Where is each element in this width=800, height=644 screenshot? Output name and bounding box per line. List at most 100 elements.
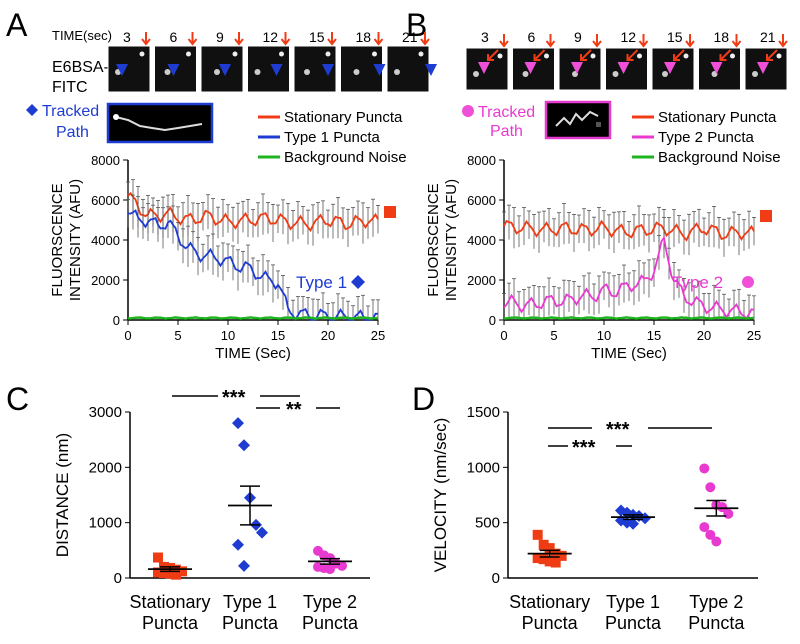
chart-a: 0 2000 4000 6000 8000 0 5 10 15 20 25 TIME (Sec) FLU…	[49, 153, 385, 362]
x-tick-label: 10	[597, 328, 611, 343]
tracked-label-a-line2: Path	[56, 124, 89, 141]
red-arrow-icon	[592, 34, 602, 48]
y-axis-label-line2: INTENSITY (AFU)	[67, 179, 84, 301]
row-label-line2: FITC	[52, 79, 88, 96]
panel-letter-b: B	[406, 7, 427, 43]
x-axis-label: TIME (Sec)	[215, 345, 291, 362]
y-tick-label: 1000	[467, 459, 500, 476]
data-point	[165, 568, 175, 579]
x-tick-label: 25	[371, 328, 385, 343]
type2-annotation: Type 2	[672, 273, 723, 292]
b-time-label: 21	[760, 29, 776, 45]
sig-label-c-left: ***	[222, 387, 246, 409]
y-axis-label: VELOCITY (nm/sec)	[431, 418, 450, 573]
red-arrow-icon	[766, 49, 778, 61]
red-arrow-icon	[280, 32, 291, 46]
a-puncta-spot	[186, 51, 191, 57]
type1-diamond-icon	[351, 275, 365, 289]
category-label: Puncta	[605, 613, 662, 633]
legend-label: Type 1 Puncta	[284, 129, 381, 146]
y-tick-label: 2000	[91, 273, 120, 288]
y-tick-label: 8000	[91, 153, 120, 168]
data-point	[705, 529, 716, 540]
y-tick-label: 1500	[467, 404, 500, 421]
y-tick-label: 0	[113, 313, 120, 328]
blue-triangle-icon	[167, 64, 180, 76]
data-point	[627, 517, 639, 530]
magenta-triangle-icon	[710, 62, 723, 74]
data-point	[538, 554, 549, 565]
x-tick-label: 5	[550, 328, 557, 343]
data-point	[171, 569, 181, 580]
magenta-triangle-icon	[757, 62, 769, 74]
red-arrow-icon	[685, 34, 695, 48]
data-point	[159, 568, 169, 579]
blue-triangle-icon	[425, 64, 437, 76]
a-time-label: 15	[309, 29, 325, 45]
type2-circle-icon	[742, 276, 754, 288]
blue-diamond-icon	[26, 104, 38, 116]
b-time-label: 12	[621, 29, 637, 45]
y-tick-label: 6000	[467, 193, 496, 208]
data-point	[544, 543, 555, 554]
sig-bracket-c-right: **	[256, 399, 340, 421]
red-arrow-icon	[420, 32, 430, 46]
category-label: Puncta	[688, 613, 745, 633]
data-point	[337, 560, 347, 571]
b-time-label: 15	[667, 29, 683, 45]
category-label: Puncta	[522, 613, 579, 633]
data-point	[238, 439, 250, 452]
a-time-label: 9	[216, 29, 224, 45]
sig-label-c-right: **	[286, 399, 302, 421]
x-tick-label: 15	[271, 328, 285, 343]
tracked-label-b-line2: Path	[490, 123, 523, 140]
b-puncta-spot	[612, 71, 619, 77]
data-point	[550, 557, 561, 568]
y-tick-label: 0	[114, 570, 122, 587]
category-label: Type 2	[689, 592, 743, 612]
series-line-stationary	[503, 219, 755, 242]
red-arrow-icon	[533, 49, 546, 61]
a-puncta-spot	[254, 69, 261, 75]
data-point	[532, 553, 543, 564]
frames-a: 3 6 9 12 15 18 21	[107, 29, 437, 93]
y-axis-label-line2: INTENSITY (AFU)	[443, 179, 460, 301]
data-point	[705, 482, 716, 493]
row-label-line1: E6BSA-	[52, 59, 109, 76]
a-puncta-spot	[164, 69, 171, 75]
x-tick-label: 5	[174, 328, 181, 343]
y-tick-label: 3000	[89, 404, 122, 421]
data-point	[153, 567, 163, 578]
red-arrow-icon	[719, 49, 732, 61]
sig-label-d-top: ***	[606, 419, 630, 441]
legend-a: Stationary Puncta Type 1 Puncta Background…	[258, 109, 407, 166]
blue-triangle-icon	[116, 64, 128, 76]
y-tick-label: 4000	[467, 233, 496, 248]
b-puncta-spot	[776, 53, 782, 59]
b-time-label: 18	[714, 29, 730, 45]
data-point	[699, 463, 710, 474]
y-tick-label: 8000	[467, 153, 496, 168]
y-axis-label-line1: FLUORSCENCE	[425, 183, 442, 296]
series-line-type1	[127, 209, 379, 322]
y-tick-label: 1000	[89, 515, 122, 532]
blue-triangle-icon	[322, 64, 334, 76]
red-arrow-icon	[638, 34, 649, 48]
red-square-icon-a	[384, 206, 396, 218]
data-point	[177, 566, 187, 577]
x-tick-label: 20	[697, 328, 711, 343]
category-label: Stationary	[509, 592, 590, 612]
data-point	[538, 539, 549, 550]
red-arrow-icon	[731, 34, 742, 48]
blue-triangle-icon	[373, 64, 386, 76]
b-puncta-spot	[544, 53, 549, 59]
data-point	[532, 529, 543, 540]
category-label: Type 2	[303, 592, 357, 612]
magenta-triangle-icon	[478, 62, 490, 74]
magenta-triangle-icon	[664, 62, 676, 74]
y-tick-label: 2000	[467, 273, 496, 288]
a-puncta-spot	[325, 51, 331, 57]
tracked-path-image-a	[106, 102, 214, 144]
